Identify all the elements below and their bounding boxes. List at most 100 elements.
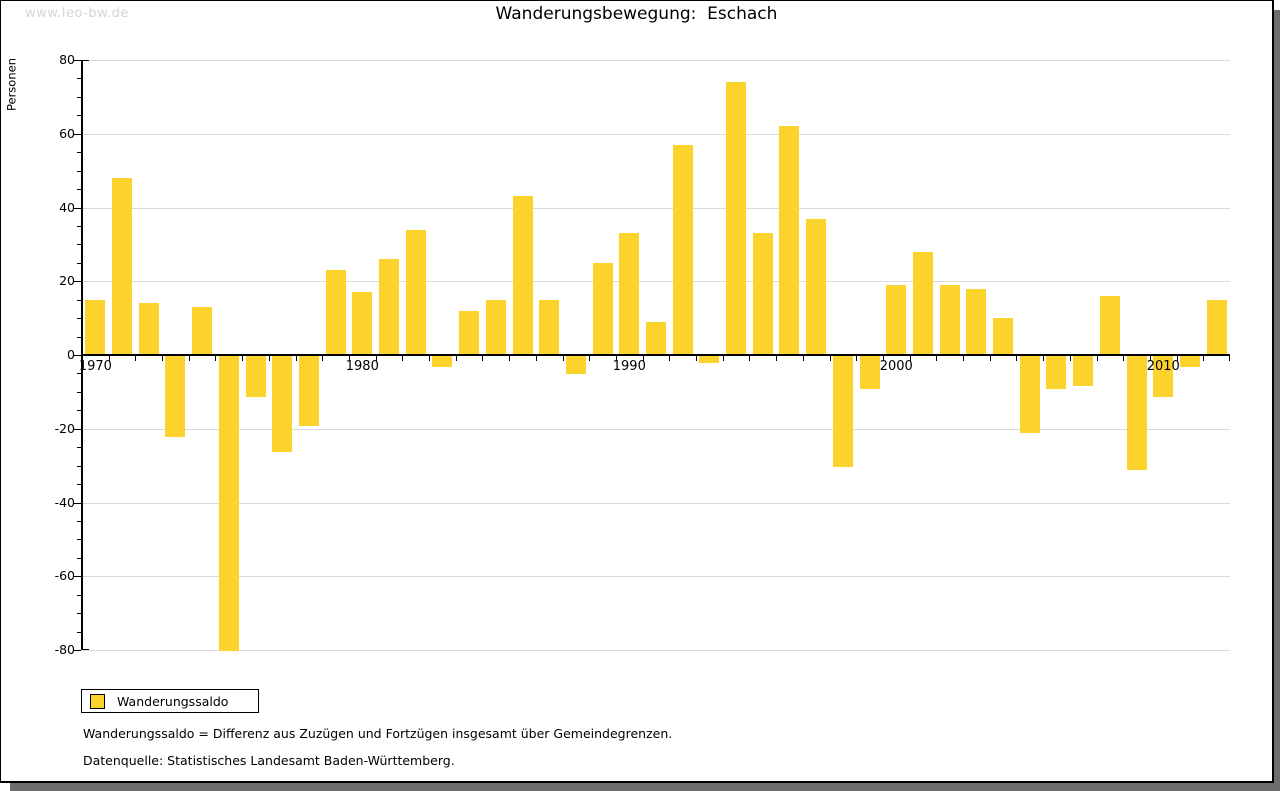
y-axis-foot-bottom <box>82 649 89 650</box>
gridline-20 <box>82 281 1230 283</box>
y-major-tick--60 <box>74 576 81 578</box>
footnote-source: Datenquelle: Statistisches Landesamt Bad… <box>83 753 455 768</box>
x-tick-4 <box>188 356 190 361</box>
y-minor-tick--50 <box>77 539 81 541</box>
y-minor-tick-50 <box>77 170 81 172</box>
bar-1982 <box>405 229 426 355</box>
y-minor-tick--15 <box>77 410 81 412</box>
bar-2009 <box>1126 356 1147 471</box>
bar-1983 <box>432 356 453 368</box>
gridline--80 <box>82 650 1230 651</box>
bar-1993 <box>699 356 720 364</box>
y-minor-tick--25 <box>77 447 81 449</box>
bar-1997 <box>806 218 827 355</box>
bar-1971 <box>112 178 133 355</box>
y-tick-label--40: -40 <box>54 494 75 510</box>
bar-1984 <box>459 310 480 355</box>
x-tick-0 <box>82 356 83 361</box>
y-minor-tick-45 <box>77 189 81 191</box>
x-tick-42 <box>1203 356 1205 361</box>
bar-2010 <box>1153 356 1174 397</box>
y-tick-label--80: -80 <box>54 642 75 657</box>
y-minor-tick--55 <box>77 557 81 559</box>
gridline-60 <box>82 133 1230 135</box>
x-tick-3 <box>162 356 164 361</box>
bar-1978 <box>298 356 319 427</box>
bar-1986 <box>512 196 533 355</box>
y-minor-tick-35 <box>77 225 81 227</box>
x-tick-27 <box>802 356 804 361</box>
y-tick-label-0: 0 <box>67 347 75 362</box>
x-tick-12 <box>402 356 404 361</box>
x-tick-16 <box>509 356 511 361</box>
y-tick-label-40: 40 <box>59 199 75 215</box>
x-tick-24 <box>722 356 724 361</box>
x-tick-9 <box>322 356 324 361</box>
x-tick-6 <box>242 356 244 361</box>
x-tick-32 <box>936 356 938 361</box>
x-tick-label-1980: 1980 <box>345 359 379 374</box>
bar-1973 <box>165 356 186 438</box>
bar-1991 <box>646 321 666 355</box>
y-tick-label--60: -60 <box>54 568 75 584</box>
x-tick-14 <box>455 356 457 361</box>
y-major-tick--40 <box>74 502 81 504</box>
x-tick-8 <box>295 356 297 361</box>
bar-1994 <box>726 82 747 355</box>
bar-1979 <box>325 270 346 355</box>
y-minor-tick-75 <box>77 78 81 80</box>
bar-2012 <box>1206 299 1227 355</box>
x-tick-22 <box>669 356 671 361</box>
gridline--20 <box>82 428 1230 430</box>
bar-2000 <box>886 284 907 355</box>
y-tick-label--20: -20 <box>54 420 75 436</box>
x-tick-10 <box>348 356 350 361</box>
y-major-tick--20 <box>74 428 81 430</box>
y-major-tick-40 <box>74 207 81 209</box>
x-tick-25 <box>749 356 751 361</box>
y-minor-tick-70 <box>77 96 81 98</box>
bar-2001 <box>912 251 933 355</box>
x-tick-34 <box>989 356 991 361</box>
y-major-tick-20 <box>74 281 81 283</box>
watermark: www.leo-bw.de <box>25 6 129 21</box>
x-tick-21 <box>642 356 644 361</box>
x-tick-39 <box>1123 356 1125 361</box>
y-axis-title: Personen <box>4 58 19 112</box>
bar-2005 <box>1019 356 1040 434</box>
legend-box: Wanderungssaldo <box>81 689 260 713</box>
x-tick-29 <box>856 356 858 361</box>
bar-1992 <box>672 144 693 355</box>
x-tick-13 <box>429 356 431 361</box>
x-tick-15 <box>482 356 484 361</box>
bar-2011 <box>1179 356 1200 368</box>
bar-2003 <box>966 288 987 355</box>
bar-2006 <box>1046 356 1067 390</box>
y-minor-tick-10 <box>77 318 81 320</box>
bar-1975 <box>218 356 239 651</box>
x-tick-11 <box>375 356 377 361</box>
x-tick-40 <box>1149 356 1151 361</box>
bar-2007 <box>1073 356 1094 386</box>
y-minor-tick--35 <box>77 484 81 486</box>
gridline-40 <box>82 207 1230 209</box>
bar-2004 <box>993 318 1014 355</box>
y-tick-label-20: 20 <box>59 273 75 289</box>
x-tick-30 <box>882 356 884 361</box>
y-minor-tick-25 <box>77 262 81 264</box>
x-tick-label-2000: 2000 <box>879 359 913 374</box>
x-tick-31 <box>909 356 911 361</box>
bar-1980 <box>352 292 373 355</box>
bar-1976 <box>245 356 266 397</box>
x-tick-35 <box>1016 356 1018 361</box>
plot-area: 1970 1980 1990 2000 2010 <box>74 60 1230 651</box>
gridline--40 <box>82 502 1230 504</box>
bar-1987 <box>539 299 560 355</box>
x-tick-23 <box>696 356 698 361</box>
y-minor-tick--75 <box>77 631 81 633</box>
y-minor-tick-5 <box>77 336 81 338</box>
bar-1981 <box>379 259 400 355</box>
x-tick-1 <box>108 356 110 361</box>
y-major-tick--80 <box>74 650 81 651</box>
